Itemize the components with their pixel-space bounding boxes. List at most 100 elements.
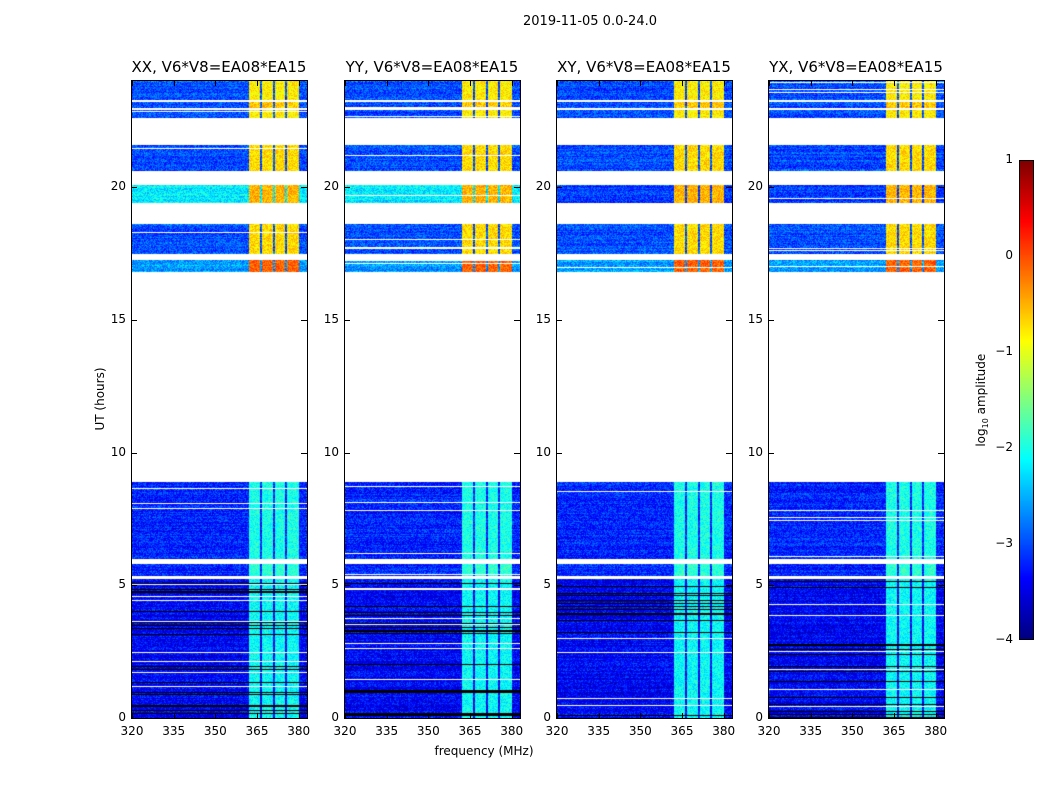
x-tick-label: 380 — [712, 724, 736, 738]
y-tick-mark — [768, 718, 774, 719]
x-tick-label: 365 — [458, 724, 482, 738]
y-tick-label: 0 — [331, 710, 339, 724]
x-tick-label: 365 — [245, 724, 269, 738]
spectrogram-panel — [556, 80, 733, 719]
y-tick-mark — [938, 585, 944, 587]
y-tick-mark — [514, 585, 520, 587]
x-tick-label: 380 — [287, 724, 311, 738]
x-tick-mark — [511, 80, 513, 86]
x-tick-mark — [386, 80, 388, 86]
spectrogram-heatmap — [345, 81, 520, 718]
colorbar-tick-label: 0 — [1005, 248, 1013, 262]
x-tick-mark — [298, 80, 300, 86]
y-tick-mark — [768, 187, 774, 189]
y-tick-label: 10 — [323, 444, 339, 459]
y-tick-mark — [938, 718, 944, 719]
x-tick-mark — [345, 713, 346, 719]
x-tick-label: 350 — [628, 724, 652, 738]
x-tick-label: 320 — [545, 724, 569, 738]
panel-title: XX, V6*V8=EA08*EA15 — [131, 58, 307, 76]
x-tick-mark — [894, 713, 895, 719]
y-tick-label: 15 — [323, 311, 339, 326]
y-tick-label: 20 — [747, 179, 763, 194]
y-tick-label: 5 — [331, 577, 339, 592]
y-tick-label: 15 — [535, 311, 551, 326]
x-tick-label: 380 — [924, 724, 948, 738]
x-tick-mark — [935, 80, 937, 86]
y-tick-mark — [514, 319, 520, 321]
x-tick-mark — [557, 713, 558, 719]
colorbar — [1019, 160, 1034, 640]
x-tick-label: 335 — [162, 724, 186, 738]
y-tick-mark — [768, 585, 774, 587]
x-tick-mark — [935, 713, 937, 719]
x-tick-mark — [215, 80, 217, 86]
x-tick-mark — [470, 80, 471, 86]
x-tick-label: 365 — [670, 724, 694, 738]
y-tick-mark — [938, 452, 944, 454]
y-tick-label: 20 — [110, 179, 126, 194]
y-tick-label: 20 — [535, 179, 551, 194]
y-tick-label: 20 — [323, 179, 339, 194]
x-tick-mark — [810, 713, 812, 719]
colorbar-tick-label: −2 — [995, 440, 1013, 454]
x-tick-label: 350 — [203, 724, 227, 738]
x-tick-label: 350 — [840, 724, 864, 738]
x-tick-mark — [598, 80, 600, 86]
x-tick-mark — [386, 713, 388, 719]
y-tick-mark — [131, 452, 137, 454]
y-tick-label: 10 — [747, 444, 763, 459]
panel-title: YY, V6*V8=EA08*EA15 — [345, 58, 519, 76]
x-tick-mark — [640, 80, 642, 86]
colorbar-tick-label: 1 — [1005, 152, 1013, 166]
x-tick-mark — [640, 713, 642, 719]
x-tick-mark — [810, 80, 812, 86]
x-tick-label: 335 — [799, 724, 823, 738]
panel-title: YX, V6*V8=EA08*EA15 — [769, 58, 943, 76]
y-tick-mark — [556, 718, 562, 719]
y-tick-label: 0 — [755, 710, 763, 724]
colorbar-tick-label: −3 — [995, 536, 1013, 550]
x-tick-mark — [470, 713, 471, 719]
spectrogram-panel — [131, 80, 308, 719]
y-tick-mark — [556, 319, 562, 321]
x-tick-mark — [852, 713, 854, 719]
y-tick-mark — [131, 187, 137, 189]
y-tick-mark — [344, 319, 350, 321]
y-tick-mark — [726, 187, 732, 189]
y-tick-mark — [556, 585, 562, 587]
y-tick-mark — [768, 452, 774, 454]
x-tick-mark — [769, 80, 770, 86]
x-tick-mark — [345, 80, 346, 86]
colorbar-tick-label: −1 — [995, 344, 1013, 358]
y-tick-label: 0 — [118, 710, 126, 724]
x-tick-mark — [598, 713, 600, 719]
x-tick-mark — [769, 713, 770, 719]
spectrogram-panel — [344, 80, 521, 719]
panel-title: XY, V6*V8=EA08*EA15 — [557, 58, 731, 76]
x-tick-label: 320 — [120, 724, 144, 738]
y-tick-mark — [344, 585, 350, 587]
x-tick-mark — [852, 80, 854, 86]
y-tick-mark — [514, 452, 520, 454]
x-axis-label: frequency (MHz) — [434, 744, 534, 758]
x-tick-label: 350 — [416, 724, 440, 738]
x-tick-mark — [511, 713, 513, 719]
x-tick-mark — [257, 80, 258, 86]
y-tick-label: 5 — [755, 577, 763, 592]
y-tick-mark — [131, 718, 137, 719]
y-tick-mark — [131, 585, 137, 587]
y-tick-mark — [344, 718, 350, 719]
y-tick-mark — [514, 187, 520, 189]
y-tick-mark — [556, 187, 562, 189]
x-tick-label: 320 — [333, 724, 357, 738]
y-tick-mark — [938, 187, 944, 189]
y-axis-label: UT (hours) — [93, 367, 107, 431]
x-tick-mark — [428, 80, 430, 86]
x-tick-mark — [557, 80, 558, 86]
x-tick-label: 320 — [757, 724, 781, 738]
y-tick-mark — [768, 319, 774, 321]
y-tick-mark — [726, 452, 732, 454]
x-tick-label: 380 — [500, 724, 524, 738]
